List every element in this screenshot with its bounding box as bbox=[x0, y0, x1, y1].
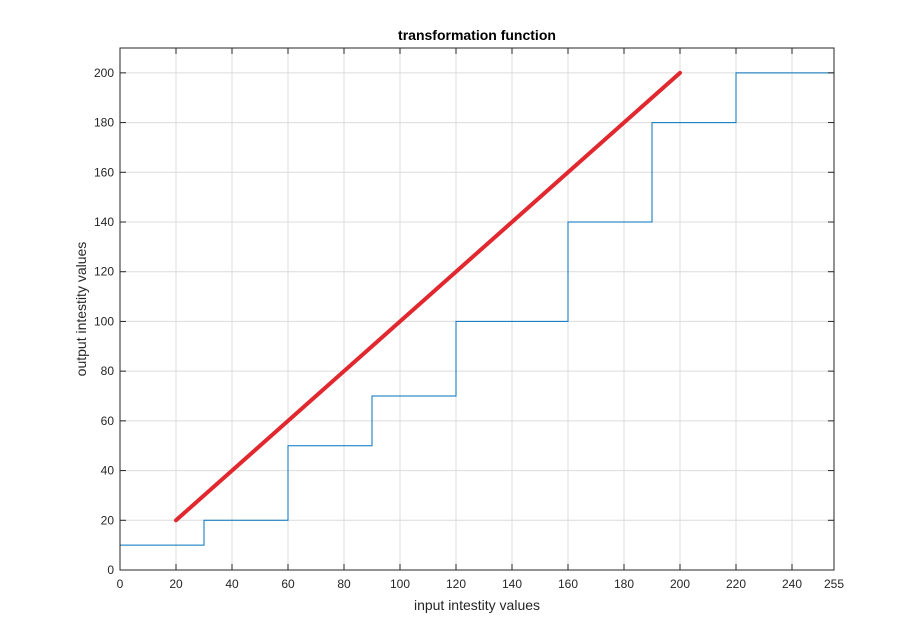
x-tick-label: 120 bbox=[446, 577, 466, 591]
x-tick-label: 20 bbox=[169, 577, 183, 591]
series-line-identity bbox=[174, 70, 682, 523]
ticks: 0 20 40 60 80 100 120 140 160 180 200 220 240 255 0 20 4… bbox=[94, 48, 844, 591]
axes-box bbox=[119, 47, 835, 571]
x-tick-label: 100 bbox=[390, 577, 410, 591]
y-tick-label: 60 bbox=[101, 414, 115, 428]
x-tick-label: 180 bbox=[614, 577, 634, 591]
y-tick-label: 100 bbox=[94, 314, 114, 328]
x-axis-label: input intestity values bbox=[414, 597, 540, 613]
plot-area bbox=[120, 48, 834, 570]
y-tick-label: 20 bbox=[101, 513, 115, 527]
y-tick-label: 120 bbox=[94, 265, 114, 279]
y-tick-label: 80 bbox=[101, 364, 115, 378]
chart-title: transformation function bbox=[398, 27, 556, 43]
x-tick-label: 255 bbox=[824, 577, 844, 591]
y-tick-label: 0 bbox=[107, 563, 114, 577]
y-tick-label: 160 bbox=[94, 165, 114, 179]
y-axis-label: output intestity values bbox=[73, 242, 89, 377]
y-tick-label: 40 bbox=[101, 464, 115, 478]
x-tick-label: 240 bbox=[782, 577, 802, 591]
y-tick-label: 140 bbox=[94, 215, 114, 229]
y-tick-label: 200 bbox=[94, 66, 114, 80]
x-tick-label: 80 bbox=[337, 577, 351, 591]
y-tick-label: 180 bbox=[94, 116, 114, 130]
x-tick-label: 60 bbox=[281, 577, 295, 591]
series-line-staircase bbox=[120, 72, 834, 546]
x-tick-label: 0 bbox=[117, 577, 124, 591]
x-tick-label: 220 bbox=[726, 577, 746, 591]
x-tick-label: 140 bbox=[502, 577, 522, 591]
x-tick-label: 160 bbox=[558, 577, 578, 591]
data-layer bbox=[120, 70, 834, 546]
x-tick-label: 200 bbox=[670, 577, 690, 591]
x-tick-label: 40 bbox=[225, 577, 239, 591]
